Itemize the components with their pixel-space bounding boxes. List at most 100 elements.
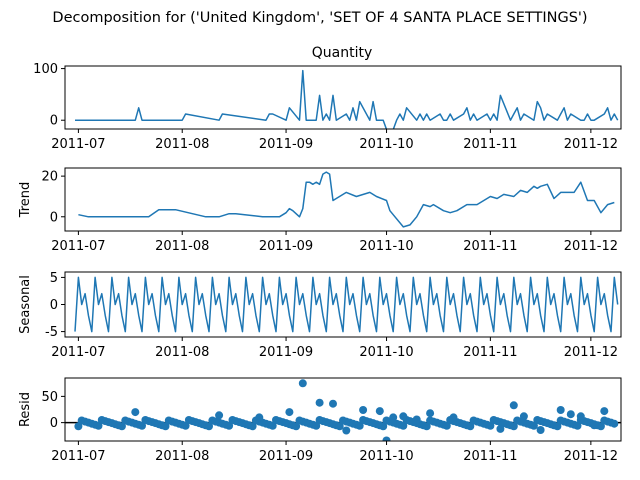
resid-point xyxy=(292,422,301,431)
resid-point xyxy=(596,422,605,431)
y-axis-label: Trend xyxy=(18,182,33,219)
plot-area xyxy=(74,276,619,333)
resid-point xyxy=(590,421,599,430)
resid-point xyxy=(566,410,575,419)
y-tick-label: 0 xyxy=(50,114,58,129)
resid-point xyxy=(117,422,126,431)
y-tick-label: -5 xyxy=(45,325,58,340)
x-tick-label: 2011-12 xyxy=(564,239,618,254)
series-line xyxy=(75,69,619,129)
x-tick-label: 2011-09 xyxy=(259,345,313,360)
seasonal-line xyxy=(74,276,619,333)
resid-point xyxy=(519,412,528,421)
resid-point xyxy=(496,424,505,433)
series-line xyxy=(78,171,615,228)
y-tick-label: 20 xyxy=(41,170,58,185)
x-tick-label: 2011-09 xyxy=(259,137,313,152)
x-tick-label: 2011-09 xyxy=(259,449,313,464)
x-tick-label: 2011-08 xyxy=(155,239,209,254)
axes-frame xyxy=(64,377,622,442)
resid-point xyxy=(131,408,140,417)
resid-point xyxy=(315,398,324,407)
y-tick-label: 50 xyxy=(41,390,58,405)
resid-point xyxy=(268,421,277,430)
x-tick-label: 2011-10 xyxy=(359,449,413,464)
resid-point xyxy=(285,408,294,417)
resid-point xyxy=(600,407,609,416)
resid-point xyxy=(138,421,146,430)
y-tick-label: 0 xyxy=(50,298,58,313)
resid-point xyxy=(312,421,321,430)
panel-1: 0 100 2011-07 2011-08 2011-09 2011-10 2011-11 2… xyxy=(33,62,622,152)
resid-point xyxy=(389,413,398,422)
resid-point xyxy=(382,436,391,441)
resid-point xyxy=(556,406,565,414)
resid-point xyxy=(529,421,538,430)
panel-4: 0 50 2011-07 2011-08 2011-09 2011-10 2011-11 20… xyxy=(18,377,622,464)
axes-frame xyxy=(64,167,622,232)
x-tick-label: 2011-12 xyxy=(564,345,618,360)
x-tick-label: 2011-08 xyxy=(155,137,209,152)
plot-area xyxy=(65,379,621,441)
resid-point xyxy=(466,422,475,431)
resid-point xyxy=(536,426,545,434)
y-tick-label: 0 xyxy=(50,416,58,431)
resid-point xyxy=(181,421,190,430)
y-tick-label: 0 xyxy=(50,210,58,225)
x-tick-label: 2011-07 xyxy=(51,345,105,360)
resid-point xyxy=(553,422,562,431)
x-tick-label: 2011-08 xyxy=(155,449,209,464)
x-tick-label: 2011-11 xyxy=(463,137,517,152)
resid-point xyxy=(248,422,257,431)
x-tick-label: 2011-07 xyxy=(51,137,105,152)
resid-point xyxy=(399,412,408,421)
resid-point xyxy=(412,415,421,424)
resid-point xyxy=(94,421,103,430)
x-tick-label: 2011-12 xyxy=(564,137,618,152)
x-tick-label: 2011-08 xyxy=(155,345,209,360)
resid-point xyxy=(342,426,351,435)
x-tick-label: 2011-10 xyxy=(359,345,413,360)
resid-point xyxy=(225,421,234,430)
resid-point xyxy=(442,421,451,430)
resid-point xyxy=(399,421,408,430)
resid-point xyxy=(74,422,83,431)
x-tick-label: 2011-10 xyxy=(359,239,413,254)
resid-point xyxy=(298,379,307,388)
quantity-panel-title: Quantity xyxy=(312,45,373,61)
resid-point xyxy=(255,413,264,422)
y-axis-label: Resid xyxy=(18,392,33,427)
resid-point xyxy=(215,411,224,420)
resid-point xyxy=(375,407,384,416)
resid-point xyxy=(610,419,619,428)
x-tick-label: 2011-07 xyxy=(51,239,105,254)
x-tick-label: 2011-11 xyxy=(463,345,517,360)
axes-frame xyxy=(64,65,622,130)
resid-point xyxy=(161,422,170,431)
plot-area xyxy=(78,171,615,228)
y-axis-label: Seasonal xyxy=(18,275,33,334)
resid-point xyxy=(573,421,582,430)
resid-point xyxy=(379,422,388,431)
resid-point xyxy=(205,422,213,431)
x-tick-label: 2011-11 xyxy=(463,449,517,464)
panel-2: 0 20 2011-07 2011-08 2011-09 2011-10 2011-11 20… xyxy=(18,167,622,254)
resid-point xyxy=(329,399,337,408)
resid-point xyxy=(355,421,364,430)
x-tick-label: 2011-07 xyxy=(51,449,105,464)
x-tick-label: 2011-09 xyxy=(259,239,313,254)
panel-3: -5 0 5 2011-07 2011-08 2011-09 2011-10 2011-11 2… xyxy=(18,271,622,360)
resid-point xyxy=(422,422,431,431)
plot-area xyxy=(75,69,619,129)
resid-point xyxy=(426,409,435,418)
x-tick-label: 2011-10 xyxy=(359,137,413,152)
x-tick-label: 2011-12 xyxy=(564,449,618,464)
y-tick-label: 5 xyxy=(50,271,58,286)
y-tick-label: 100 xyxy=(33,62,58,77)
resid-point xyxy=(576,412,585,421)
x-tick-label: 2011-11 xyxy=(463,239,517,254)
resid-point xyxy=(509,401,518,410)
figure-suptitle: Decomposition for ('United Kingdom', 'SE… xyxy=(52,10,587,26)
resid-point xyxy=(449,413,458,422)
